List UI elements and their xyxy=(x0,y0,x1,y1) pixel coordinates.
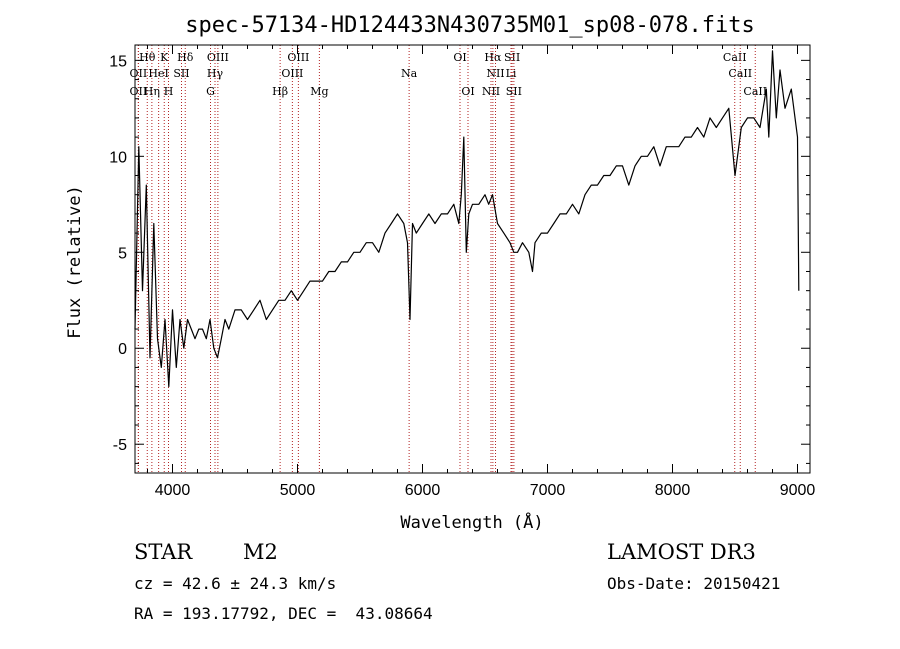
x-axis-label: Wavelength (Å) xyxy=(400,511,543,533)
coordinates: RA = 193.17792, DEC = 43.08664 xyxy=(134,604,433,623)
line-marker-label-1: K xyxy=(160,51,169,64)
redshift-velocity: cz = 42.6 ± 24.3 km/s xyxy=(134,574,337,593)
y-tick-label-15: 15 xyxy=(109,53,127,70)
line-marker-label-4: OIII xyxy=(287,51,309,64)
line-marker-label-9: OII xyxy=(130,67,148,80)
survey-name: LAMOST DR3 xyxy=(607,540,756,564)
line-marker-label-3: OIII xyxy=(207,51,229,64)
y-tick-label--5: -5 xyxy=(113,437,127,454)
line-marker-label-21: G xyxy=(206,85,215,98)
line-marker-label-16: Li xyxy=(506,67,517,80)
x-tick-label-6000: 6000 xyxy=(405,482,441,499)
line-marker-label-27: CaII xyxy=(743,85,767,98)
line-marker-label-13: OIII xyxy=(281,67,303,80)
line-marker-label-25: NII xyxy=(482,85,500,98)
line-marker-label-14: Na xyxy=(401,67,418,80)
x-tick-label-5000: 5000 xyxy=(280,482,316,499)
chart-title: spec-57134-HD124433N430735M01_sp08-078.f… xyxy=(185,13,755,38)
axes: 4000 5000 6000 7000 8000 9000 -5 0 5 10 15 xyxy=(109,45,815,499)
line-marker-label-18: OII xyxy=(130,85,148,98)
object-type: STAR xyxy=(134,540,193,564)
line-marker-label-19: Hη xyxy=(144,85,160,98)
plot-frame xyxy=(134,44,811,474)
line-marker-label-24: OI xyxy=(461,85,474,98)
line-marker-label-23: Mg xyxy=(310,85,328,98)
x-tick-label-9000: 9000 xyxy=(780,482,816,499)
line-marker-label-11: SII xyxy=(173,67,189,80)
y-tick-label-5: 5 xyxy=(118,245,127,262)
x-tick-label-7000: 7000 xyxy=(530,482,566,499)
line-marker-label-10: HeI xyxy=(148,67,168,80)
x-tick-label-4000: 4000 xyxy=(155,482,191,499)
line-marker-label-2: Hδ xyxy=(177,51,194,64)
spectrum-series xyxy=(134,50,800,388)
line-marker-label-15: NII xyxy=(486,67,504,80)
line-marker-label-12: Hγ xyxy=(207,67,224,80)
line-marker-label-6: Hα xyxy=(484,51,502,64)
x-tick-label-8000: 8000 xyxy=(655,482,691,499)
line-marker-label-26: SII xyxy=(506,85,522,98)
observation-date: Obs-Date: 20150421 xyxy=(607,574,781,593)
line-marker-label-20: H xyxy=(164,85,174,98)
spectrum-line xyxy=(134,50,800,388)
y-tick-label-10: 10 xyxy=(109,149,127,166)
line-marker-label-17: CaII xyxy=(728,67,752,80)
line-marker-label-5: OI xyxy=(453,51,466,64)
object-subclass: M2 xyxy=(243,540,278,564)
line-marker-label-7: SII xyxy=(504,51,520,64)
y-axis-label: Flux (relative) xyxy=(65,185,85,339)
line-marker-label-8: CaII xyxy=(723,51,747,64)
y-tick-label-0: 0 xyxy=(118,341,127,358)
line-marker-label-22: Hβ xyxy=(272,85,288,98)
line-marker-label-0: Hθ xyxy=(139,51,156,64)
